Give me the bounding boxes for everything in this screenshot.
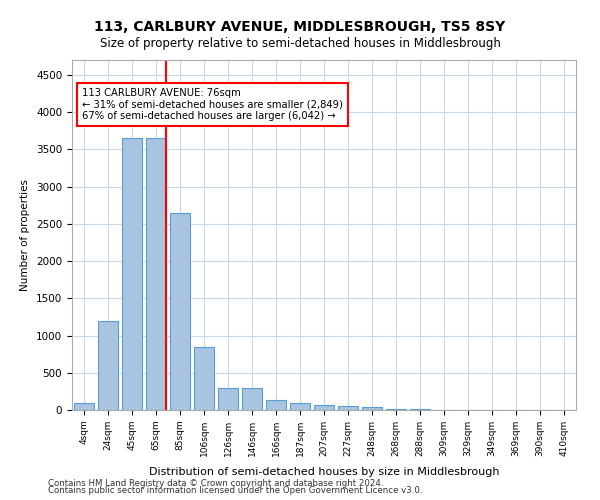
Bar bbox=[242, 388, 262, 410]
Bar bbox=[362, 408, 382, 410]
Bar bbox=[218, 388, 238, 410]
Text: Contains public sector information licensed under the Open Government Licence v3: Contains public sector information licen… bbox=[48, 486, 422, 495]
X-axis label: Distribution of semi-detached houses by size in Middlesbrough: Distribution of semi-detached houses by … bbox=[149, 467, 499, 477]
Bar bbox=[122, 138, 142, 410]
Bar bbox=[146, 138, 166, 410]
Text: 113, CARLBURY AVENUE, MIDDLESBROUGH, TS5 8SY: 113, CARLBURY AVENUE, MIDDLESBROUGH, TS5… bbox=[94, 20, 506, 34]
Text: Contains HM Land Registry data © Crown copyright and database right 2024.: Contains HM Land Registry data © Crown c… bbox=[48, 478, 383, 488]
Y-axis label: Number of properties: Number of properties bbox=[20, 179, 31, 291]
Bar bbox=[314, 405, 334, 410]
Bar bbox=[170, 212, 190, 410]
Bar bbox=[290, 404, 310, 410]
Text: 113 CARLBURY AVENUE: 76sqm
← 31% of semi-detached houses are smaller (2,849)
67%: 113 CARLBURY AVENUE: 76sqm ← 31% of semi… bbox=[82, 88, 343, 121]
Bar bbox=[338, 406, 358, 410]
Bar bbox=[266, 400, 286, 410]
Bar bbox=[98, 320, 118, 410]
Text: Size of property relative to semi-detached houses in Middlesbrough: Size of property relative to semi-detach… bbox=[100, 38, 500, 51]
Bar bbox=[194, 346, 214, 410]
Bar bbox=[74, 402, 94, 410]
Bar bbox=[386, 409, 406, 410]
